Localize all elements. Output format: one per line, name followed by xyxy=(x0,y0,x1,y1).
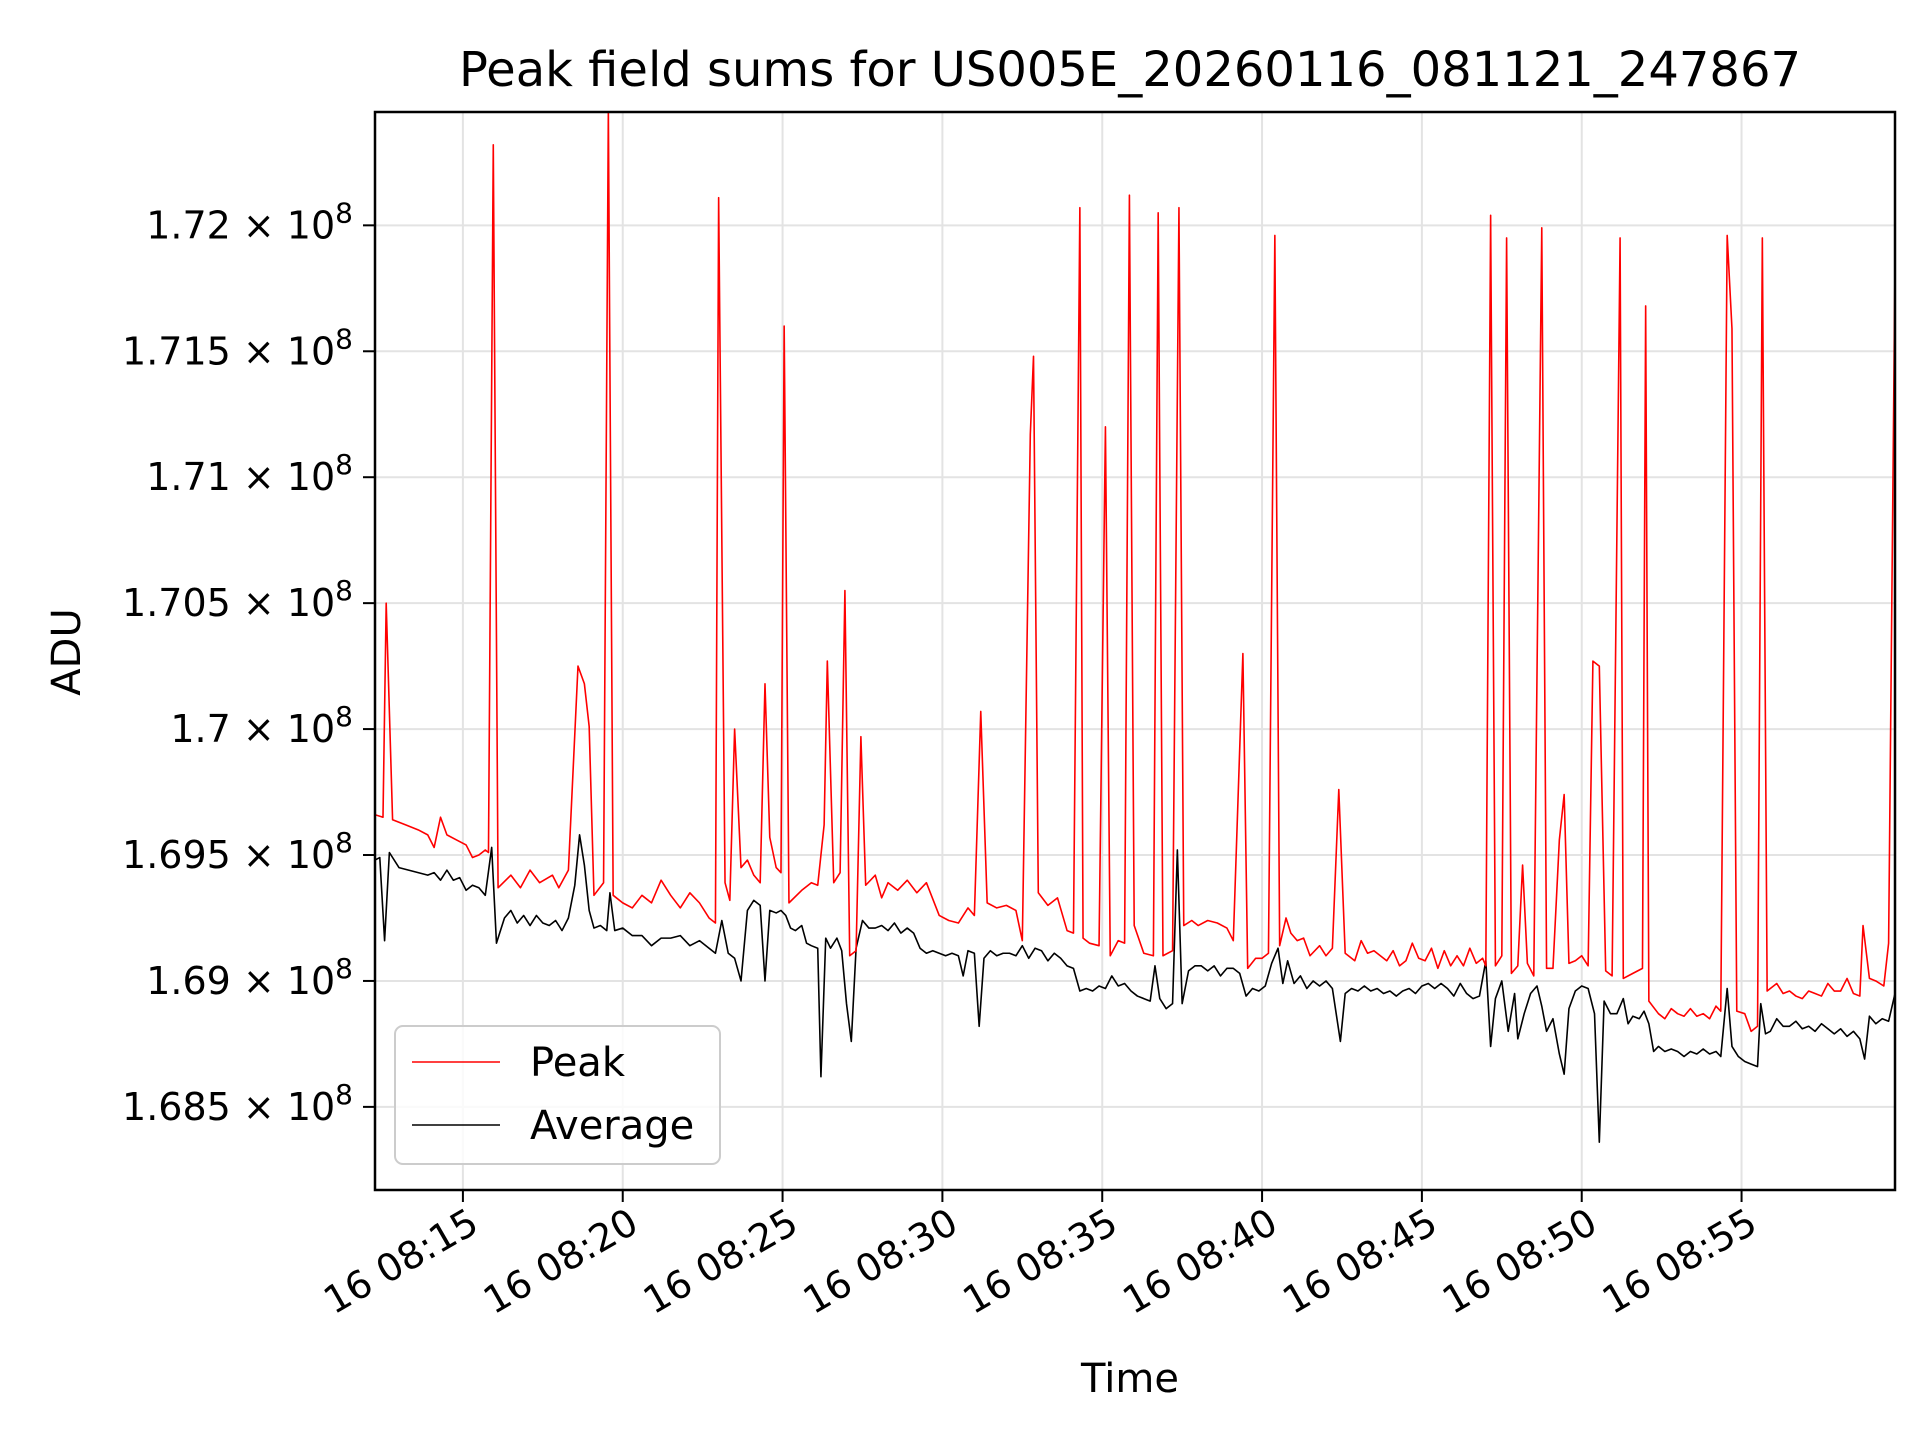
legend-box xyxy=(394,1025,721,1165)
legend-label-peak: Peak xyxy=(530,1040,626,1086)
y-tick-label: 1.715 × 108 xyxy=(122,322,353,373)
series-line-peak xyxy=(375,112,1895,1033)
y-axis: 1.685 × 108 1.69 × 108 1.695 × 108 1.7 × 10… xyxy=(122,196,375,1129)
y-axis-label: ADU xyxy=(44,608,90,695)
y-tick-label: 1.7 × 108 xyxy=(170,700,353,751)
x-axis-label: Time xyxy=(1080,1356,1179,1402)
y-tick-label: 1.705 × 108 xyxy=(122,574,353,625)
legend: Peak Average xyxy=(394,1025,721,1165)
chart-title: Peak field sums for US005E_20260116_0811… xyxy=(459,42,1801,98)
y-tick-label: 1.69 × 108 xyxy=(146,952,353,1003)
series-line-average xyxy=(375,834,1895,1143)
grid xyxy=(375,112,1895,1190)
y-tick-label: 1.72 × 108 xyxy=(146,196,353,247)
plot-frame xyxy=(373,110,1897,1192)
series-layer xyxy=(375,112,1895,1143)
y-tick-label: 1.695 × 108 xyxy=(122,826,353,877)
legend-label-average: Average xyxy=(530,1103,694,1149)
y-tick-label: 1.685 × 108 xyxy=(122,1078,353,1129)
y-tick-label: 1.71 × 108 xyxy=(146,448,353,499)
